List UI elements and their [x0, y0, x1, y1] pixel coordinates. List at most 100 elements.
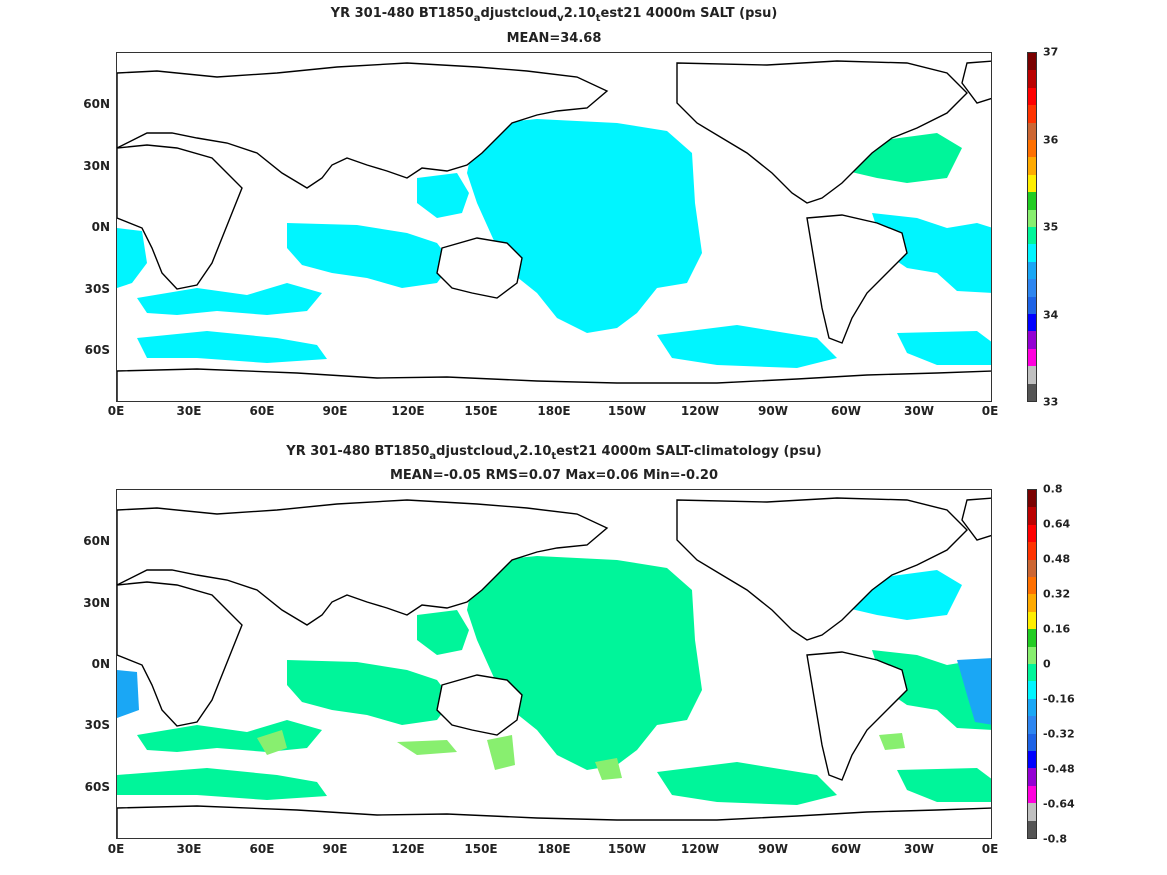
map1-field-west-africa	[117, 228, 147, 288]
colorbar-segment	[1028, 768, 1036, 786]
colorbar-segment	[1028, 105, 1036, 123]
colorbar-tick-label: 35	[1043, 220, 1059, 234]
map1-land-eurasia	[117, 62, 609, 189]
map1-field-southern-3	[657, 325, 837, 368]
map2-land-south-america	[806, 651, 908, 781]
colorbar-segment	[1028, 70, 1036, 88]
map1-land-antarctica	[117, 368, 991, 401]
colorbar-tick-label: 0	[1043, 657, 1051, 671]
colorbar-segment	[1028, 594, 1036, 612]
colorbar-segment	[1028, 348, 1036, 367]
map2-land-eurasia	[117, 499, 609, 626]
map2-land-north-america	[676, 497, 968, 641]
colorbar-segment	[1028, 87, 1036, 106]
colorbar-segment	[1028, 313, 1036, 332]
map1-field-southern-4	[897, 331, 991, 365]
map2-plot-area	[116, 489, 992, 839]
colorbar-tick-label: -0.16	[1043, 692, 1075, 706]
map1-field-southern-1	[137, 283, 322, 315]
colorbar-segment	[1028, 174, 1036, 193]
colorbar-segment	[1028, 629, 1036, 647]
map2-field-pos-2	[397, 740, 457, 755]
map2-xtick-30e: 30E	[176, 842, 202, 856]
colorbar-segment	[1028, 542, 1036, 560]
colorbar-segment	[1028, 139, 1036, 158]
map1-xtick-120e: 120E	[391, 404, 425, 418]
map1-xtick-0e: 0E	[107, 404, 125, 418]
colorbar-segment	[1028, 750, 1036, 769]
colorbar-segment	[1028, 226, 1036, 245]
map1-colorbar	[1027, 52, 1037, 402]
map2-xtick-90e: 90E	[322, 842, 348, 856]
map2-land	[117, 497, 991, 838]
colorbar-segment	[1028, 820, 1036, 838]
colorbar-segment	[1028, 716, 1036, 734]
colorbar-tick-label: 36	[1043, 133, 1059, 146]
colorbar-tick-label: -0.8	[1043, 832, 1068, 846]
map2-xtick-60w: 60W	[831, 842, 861, 856]
map1-ytick-30n: 30N	[83, 159, 110, 173]
map2-xtick-0e: 0E	[107, 842, 125, 856]
colorbar-segment	[1028, 261, 1036, 280]
colorbar-tick-label: -0.64	[1043, 797, 1075, 811]
colorbar-segment	[1028, 192, 1036, 210]
colorbar-segment	[1028, 698, 1036, 717]
map2-field-north-pacific	[467, 556, 702, 770]
map2-land-greenland	[961, 497, 991, 541]
map2-ytick-0n: 0N	[91, 657, 110, 671]
colorbar-segment	[1028, 611, 1036, 630]
colorbar-tick-label: 0.16	[1043, 622, 1071, 636]
colorbar-tick-label: -0.32	[1043, 727, 1075, 741]
map2-colorbar	[1027, 489, 1037, 839]
map1-land-south-america	[806, 214, 908, 344]
map2-ytick-30s: 30S	[84, 718, 110, 732]
map2-field-southern-3	[657, 762, 837, 805]
map2-land-antarctica	[117, 805, 991, 838]
map1-xtick-180e: 180E	[537, 404, 571, 418]
map2-xtick-120e: 120E	[391, 842, 425, 856]
map2-svg	[117, 497, 991, 838]
colorbar-tick-label: 37	[1043, 45, 1059, 59]
map1-xtick-60e: 60E	[249, 404, 275, 418]
map2-field-west-africa-neg	[117, 670, 139, 718]
colorbar-segment	[1028, 489, 1036, 508]
colorbar-tick-label: 0.32	[1043, 587, 1071, 601]
colorbar-segment	[1028, 279, 1036, 297]
map1-svg	[117, 60, 991, 401]
map2-xtick-180e: 180E	[537, 842, 571, 856]
map1-xtick-30e: 30E	[176, 404, 202, 418]
map1-land-australia	[436, 237, 523, 299]
map2-xtick-150e: 150E	[464, 842, 498, 856]
map2-ytick-60n: 60N	[83, 534, 110, 548]
colorbar-segment	[1028, 785, 1036, 804]
colorbar-segment	[1028, 122, 1036, 140]
map1-xtick-150w: 150W	[607, 404, 647, 418]
map2-xtick-150w: 150W	[607, 842, 647, 856]
map1-xtick-120w: 120W	[680, 404, 720, 418]
colorbar-segment	[1028, 733, 1036, 751]
colorbar-segment	[1028, 209, 1036, 227]
map1-ytick-60s: 60S	[84, 343, 110, 357]
colorbar-segment	[1028, 383, 1036, 401]
map2-field-pos-1	[257, 730, 287, 755]
map2-ytick-30n: 30N	[83, 596, 110, 610]
map2-xtick-90w: 90W	[758, 842, 788, 856]
map1-xtick-60w: 60W	[831, 404, 861, 418]
map2-field-east-atlantic-neg	[957, 658, 991, 725]
map2-field-southern-2	[117, 768, 327, 800]
map1-ytick-30s: 30S	[84, 282, 110, 296]
colorbar-segment	[1028, 244, 1036, 262]
colorbar-segment	[1028, 366, 1036, 384]
map2-xtick-30w: 30W	[904, 842, 934, 856]
map1-xtick-150e: 150E	[464, 404, 498, 418]
colorbar-tick-label: 34	[1043, 308, 1059, 321]
colorbar-tick-label: 0.64	[1043, 517, 1071, 531]
map2-field-southern-1	[137, 720, 322, 752]
colorbar-segment	[1028, 663, 1036, 682]
map1-field-southern-2	[137, 331, 327, 363]
map1-land-africa	[117, 144, 243, 290]
colorbar-segment	[1028, 576, 1036, 595]
colorbar-tick-label: 0.8	[1043, 482, 1063, 496]
map1-xtick-90w: 90W	[758, 404, 788, 418]
map2-field-pos-5	[879, 733, 905, 750]
